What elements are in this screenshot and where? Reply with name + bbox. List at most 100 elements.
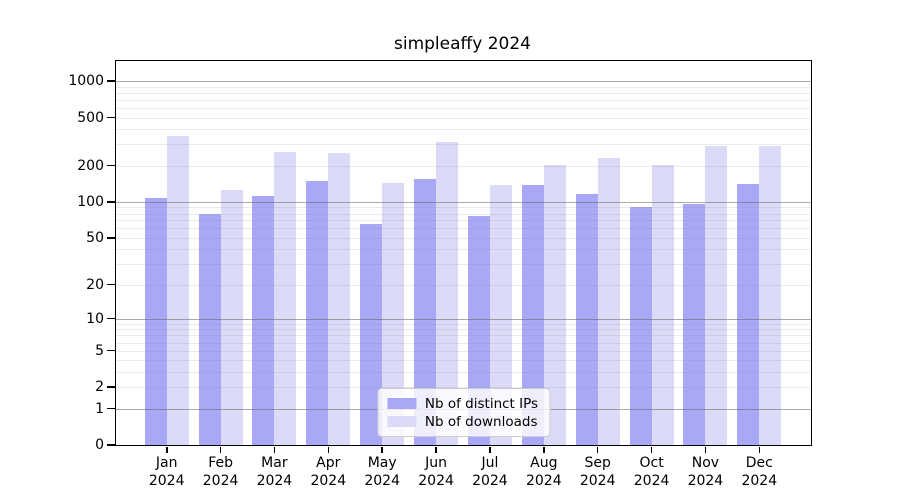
bar-downloads: [651, 164, 674, 445]
y-tick-label: 100: [77, 193, 104, 210]
minor-gridline: [116, 264, 811, 266]
bar-distinct-ips: [629, 207, 652, 445]
bar-downloads: [597, 158, 620, 445]
minor-gridline: [116, 284, 811, 286]
y-tick-mark: [107, 116, 115, 119]
minor-gridline: [116, 213, 811, 215]
x-tick-mark: [543, 447, 545, 453]
x-tick-label: Jan 2024: [148, 455, 185, 489]
minor-gridline: [116, 350, 811, 352]
y-tick-mark: [107, 164, 115, 167]
minor-gridline: [116, 360, 811, 362]
minor-gridline: [116, 329, 811, 331]
legend-item-downloads: Nb of downloads: [386, 413, 538, 430]
bar-distinct-ips: [467, 216, 490, 445]
x-tick-mark: [381, 447, 383, 453]
minor-gridline: [116, 86, 811, 88]
x-tick-mark: [704, 447, 707, 453]
y-tick-label: 1: [95, 400, 104, 417]
x-tick-mark: [166, 447, 168, 453]
y-tick-mark: [107, 201, 115, 203]
x-tick-label: Apr 2024: [310, 455, 347, 489]
bar-downloads: [166, 136, 189, 445]
bar-downloads: [436, 141, 459, 445]
bar-downloads: [274, 152, 297, 445]
y-tick-label: 200: [77, 157, 104, 174]
y-tick-label: 1000: [68, 73, 104, 89]
y-tick-mark: [107, 237, 115, 239]
x-tick-label: Oct 2024: [633, 455, 670, 489]
x-tick-mark: [327, 447, 330, 453]
y-tick-mark: [107, 444, 115, 446]
y-tick-label: 20: [86, 276, 104, 293]
major-gridline: [116, 318, 811, 320]
minor-gridline: [116, 335, 811, 337]
x-tick-label: Nov 2024: [687, 455, 724, 489]
legend-item-distinct-ips: Nb of distinct IPs: [386, 395, 538, 412]
y-tick-label: 10: [86, 310, 104, 327]
minor-gridline: [116, 165, 811, 167]
bar-distinct-ips: [198, 213, 221, 445]
x-tick-label: Jun 2024: [418, 455, 454, 489]
y-tick-mark: [107, 80, 115, 82]
minor-gridline: [116, 323, 811, 325]
minor-gridline: [116, 228, 811, 230]
x-tick-label: Feb 2024: [202, 455, 239, 489]
x-tick-label: Jul 2024: [472, 455, 508, 489]
minor-gridline: [116, 99, 811, 101]
minor-gridline: [116, 342, 811, 344]
y-tick-label: 2: [95, 379, 104, 396]
bar-downloads: [220, 190, 243, 445]
y-tick-mark: [107, 386, 115, 388]
minor-gridline: [116, 372, 811, 373]
bar-distinct-ips: [737, 183, 760, 445]
y-tick-label: 5: [95, 342, 104, 359]
axis-layer: 0 1 2 5 10 20 50 100 200 500 1000 Jan 2024 Feb 2024 Mar…: [68, 61, 811, 489]
legend-swatch-distinct-ips-icon: [386, 398, 416, 409]
x-tick-mark: [650, 447, 653, 453]
x-tick-mark: [435, 447, 437, 453]
minor-gridline: [116, 107, 811, 109]
bar-distinct-ips: [360, 224, 383, 445]
x-tick-label: Mar 2024: [256, 455, 293, 489]
x-tick-mark: [219, 447, 222, 453]
bar-distinct-ips: [252, 195, 275, 445]
x-tick-mark: [489, 447, 491, 453]
x-tick-mark: [273, 447, 276, 453]
legend: Nb of distinct IPs Nb of downloads: [376, 388, 551, 437]
bar-distinct-ips: [144, 197, 167, 445]
x-tick-label: Sep 2024: [579, 455, 616, 489]
bar-distinct-ips: [306, 180, 329, 445]
major-gridline: [116, 81, 811, 82]
chart-title: simpleaffy 2024: [394, 34, 531, 54]
minor-gridline: [116, 249, 811, 251]
bar-downloads: [328, 152, 351, 445]
y-tick-mark: [107, 317, 115, 320]
bar-downloads: [543, 164, 566, 445]
x-tick-label: May 2024: [364, 455, 400, 489]
bar-downloads: [759, 145, 782, 445]
minor-gridline: [116, 144, 811, 146]
x-tick-label: Dec 2024: [741, 455, 778, 489]
minor-gridline: [116, 92, 811, 94]
gridlines-layer: [116, 61, 811, 445]
plot-area: 0 1 2 5 10 20 50 100 200 500 1000 Jan 2024 Feb 2024 Mar…: [68, 60, 812, 489]
bar-downloads: [382, 183, 405, 445]
bar-distinct-ips: [414, 178, 437, 445]
x-tick-mark: [758, 447, 760, 453]
y-tick-label: 0: [95, 437, 104, 453]
major-gridline: [116, 201, 811, 203]
y-tick-mark: [107, 349, 115, 352]
minor-gridline: [116, 129, 811, 131]
bar-distinct-ips: [683, 204, 706, 445]
minor-gridline: [116, 220, 811, 222]
y-tick-mark: [107, 283, 115, 286]
minor-gridline: [116, 237, 811, 239]
bar-downloads: [489, 185, 512, 445]
legend-label-downloads: Nb of downloads: [424, 413, 538, 430]
legend-swatch-downloads-icon: [386, 416, 416, 427]
y-tick-label: 500: [77, 109, 104, 126]
x-tick-label: Aug 2024: [525, 455, 562, 489]
x-tick-mark: [596, 447, 599, 453]
